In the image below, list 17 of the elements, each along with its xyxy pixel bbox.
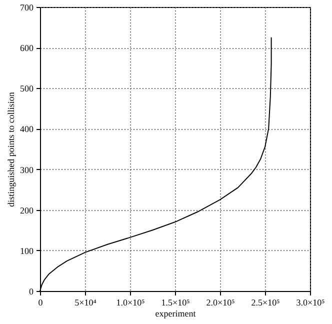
x-tick-label: 0 [38, 298, 44, 308]
y-tick-label: 300 [20, 164, 34, 175]
y-axis-title: distinguished points to collision [6, 92, 16, 207]
y-tick-label: 400 [20, 124, 34, 134]
x-tick-label: 2.0×10⁵ [206, 298, 235, 308]
y-tick-label: 600 [20, 43, 34, 54]
x-tick-label: 3.0×10⁵ [296, 298, 325, 308]
y-tick-label: 500 [20, 84, 34, 94]
y-tick-label: 100 [20, 246, 34, 256]
x-tick-label: 2.5×10⁵ [251, 298, 280, 308]
x-tick-label: 1.0×10⁵ [116, 298, 145, 308]
x-tick-label: 5×10⁴ [74, 298, 96, 308]
y-tick-label: 0 [29, 286, 34, 296]
x-axis-title: experiment [155, 308, 196, 318]
x-tick-label: 1.5×10⁵ [161, 298, 190, 308]
y-tick-label: 700 [20, 2, 34, 12]
y-tick-label: 200 [20, 205, 34, 216]
